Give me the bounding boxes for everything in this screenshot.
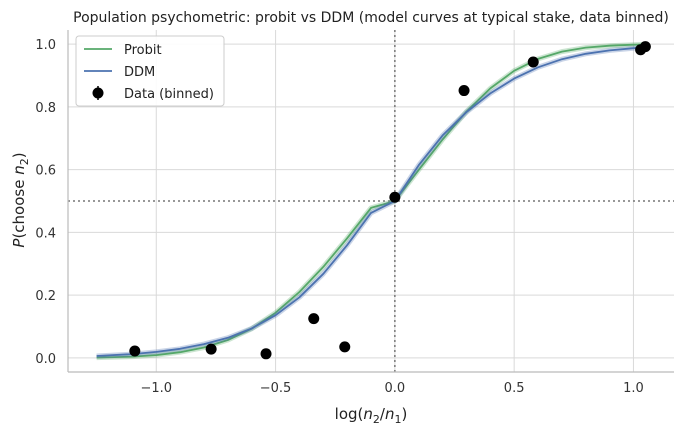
data-point <box>458 85 470 97</box>
ddm-curve <box>96 46 646 357</box>
x-tick-label: −1.0 <box>140 381 172 396</box>
y-tick-label: 0.4 <box>35 226 56 241</box>
legend-data-label: Data (binned) <box>124 87 214 102</box>
axes <box>67 30 674 373</box>
legend-box <box>75 35 225 107</box>
chart-title: Population psychometric: probit vs DDM (… <box>73 10 669 26</box>
data-point <box>527 56 539 68</box>
x-axis-label: log(n2/n1) <box>335 405 408 426</box>
y-tick-labels: 0.0 0.2 0.4 0.6 0.8 1.0 <box>35 38 56 367</box>
legend-data-marker <box>92 87 104 99</box>
y-tick-label: 1.0 <box>35 38 56 53</box>
data-point <box>639 41 651 53</box>
x-tick-label: 1.0 <box>623 381 644 396</box>
legend-ddm-label: DDM <box>124 65 155 80</box>
y-tick-label: 0.0 <box>35 352 56 367</box>
x-tick-label: 0.5 <box>504 381 525 396</box>
y-tick-label: 0.2 <box>35 289 56 304</box>
x-tick-label: 0.0 <box>385 381 406 396</box>
probit-curve <box>96 43 646 359</box>
y-tick-label: 0.6 <box>35 164 56 179</box>
data-point <box>308 313 320 325</box>
legend-probit-label: Probit <box>124 43 162 58</box>
data-point <box>205 343 217 355</box>
x-tick-label: −0.5 <box>260 381 292 396</box>
data-point <box>260 348 272 360</box>
y-tick-label: 0.8 <box>35 101 56 116</box>
data-point <box>339 341 351 353</box>
data-point <box>389 191 401 203</box>
data-point <box>129 345 141 357</box>
x-tick-labels: −1.0 −0.5 0.0 0.5 1.0 <box>140 381 643 396</box>
data-series <box>96 41 651 361</box>
legend: Probit DDM Data (binned) <box>75 35 225 107</box>
y-axis-label: P(choose n2) <box>10 152 31 247</box>
